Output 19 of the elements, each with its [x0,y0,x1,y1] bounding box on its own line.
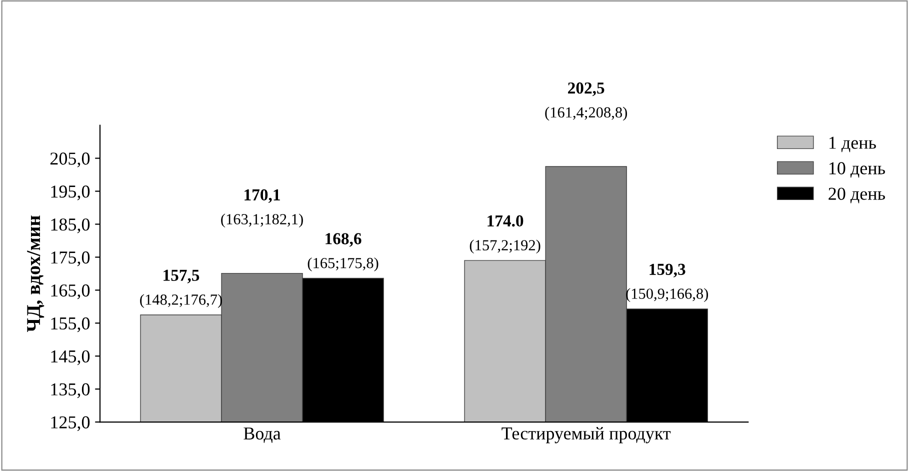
y-tick-label: 155,0 [51,317,90,332]
x-tick-label: Тестируемый продукт [502,426,671,444]
y-tick-label: 195,0 [51,185,90,200]
y-tick-label: 185,0 [51,218,90,234]
x-tick-label: Вода [244,428,281,443]
y-tick-label: 205,0 [50,152,90,168]
data-label: 170,1 (163,1;182,1) [221,189,303,228]
y-tick-label: 165,0 [51,284,90,300]
data-label: 168,6 (165;175,8) [308,233,378,272]
y-tick-label: 135,0 [51,383,90,398]
data-label: 202,5 (161,4;208,8) [545,82,627,121]
data-label: 174.0 (157,2;192) [470,215,540,254]
legend-label: 10 день [829,162,885,178]
y-tick-label: 125,0 [51,416,90,432]
y-tick-label: 175,0 [51,251,90,266]
legend-label: 20 день [828,188,885,204]
y-tick-label: 145,0 [51,350,90,366]
legend-label: 1 день [829,136,876,152]
y-axis-title: ЧД, вдох/мин [27,216,44,332]
